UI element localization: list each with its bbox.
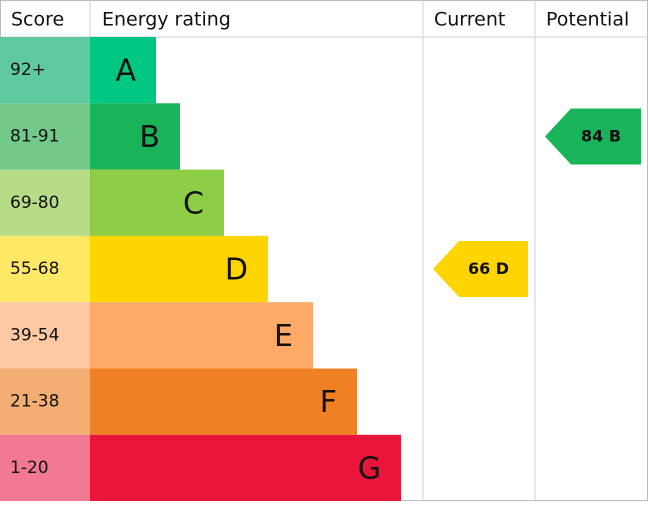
rating-letter: E	[274, 319, 293, 354]
rating-letter: C	[183, 186, 204, 221]
rating-letter: B	[139, 120, 160, 155]
rating-letter: D	[225, 253, 248, 288]
score-label: 39-54	[10, 325, 59, 345]
current-value: 66	[468, 259, 490, 278]
rating-bar	[90, 169, 224, 236]
score-cell	[0, 235, 90, 303]
header-rating: Energy rating	[102, 9, 231, 31]
rating-bar	[90, 302, 313, 369]
rating-bar	[90, 37, 156, 104]
potential-rating: B	[609, 126, 621, 145]
score-cell	[0, 169, 90, 236]
rating-bar	[90, 434, 401, 502]
score-label: 1-20	[10, 458, 49, 478]
score-cell	[0, 368, 90, 435]
rating-letter: G	[358, 451, 381, 486]
score-cell	[0, 103, 90, 170]
rating-bar	[90, 368, 357, 435]
header-current: Current	[434, 9, 505, 31]
rating-bar	[90, 103, 180, 170]
potential-value: 84	[581, 126, 603, 145]
score-label: 81-91	[10, 126, 59, 146]
header-potential: Potential	[546, 9, 629, 31]
rating-letter: F	[320, 385, 337, 420]
rating-bar	[90, 235, 268, 303]
score-label: 21-38	[10, 392, 59, 412]
potential-label: 84 B	[581, 126, 621, 145]
current-label: 66 D	[468, 259, 509, 278]
score-cell	[0, 302, 90, 369]
score-cell	[0, 434, 90, 502]
score-label: 55-68	[10, 259, 59, 279]
score-cell	[0, 37, 90, 104]
current-rating: D	[496, 259, 509, 278]
potential-arrow	[545, 108, 641, 165]
current-arrow	[433, 241, 528, 298]
rating-letter: A	[115, 54, 136, 89]
score-label: 92+	[10, 60, 46, 80]
header-score: Score	[11, 9, 64, 31]
score-label: 69-80	[10, 193, 59, 213]
